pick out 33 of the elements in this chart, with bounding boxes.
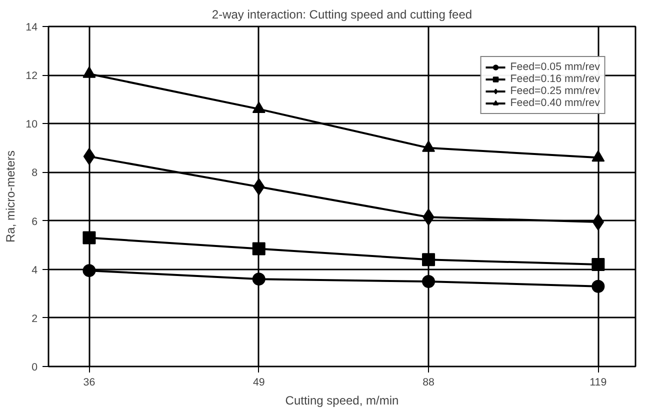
point [83, 148, 96, 165]
y-tick-label: 8 [32, 167, 38, 180]
y-tick-label: 14 [26, 22, 38, 34]
legend-label: Feed=0.25 mm/rev [510, 85, 600, 97]
point [422, 253, 436, 266]
point [82, 264, 96, 278]
point [422, 140, 436, 152]
point [252, 242, 266, 256]
y-tick-label: 4 [32, 264, 38, 276]
y-tick-label: 6 [32, 216, 38, 228]
y-tick-label: 0 [32, 362, 38, 374]
legend-label: Feed=0.40 mm/rev [510, 97, 600, 109]
point [252, 272, 266, 286]
y-axis-title: Ra, micro-meters [4, 150, 18, 243]
point [592, 214, 604, 230]
point [592, 150, 605, 162]
legend-label: Feed=0.05 mm/rev [510, 61, 600, 73]
point [82, 231, 96, 244]
legend-label: Feed=0.16 mm/rev [510, 73, 600, 85]
point [592, 258, 605, 271]
chart-title: 2-way interaction: Cutting speed and cutting feed [212, 8, 472, 22]
x-tick-label: 88 [422, 376, 435, 388]
x-tick-label: 36 [83, 376, 96, 388]
x-tick-label: 119 [590, 376, 607, 388]
y-tick-label: 2 [32, 312, 38, 325]
point [592, 280, 605, 293]
point [252, 102, 266, 114]
y-tick-label: 10 [26, 118, 38, 131]
x-axis-title: Cutting speed, m/min [285, 394, 399, 408]
point [422, 275, 436, 288]
point [82, 66, 96, 78]
y-tick-label: 12 [26, 70, 38, 82]
x-tick-label: 49 [252, 376, 265, 388]
